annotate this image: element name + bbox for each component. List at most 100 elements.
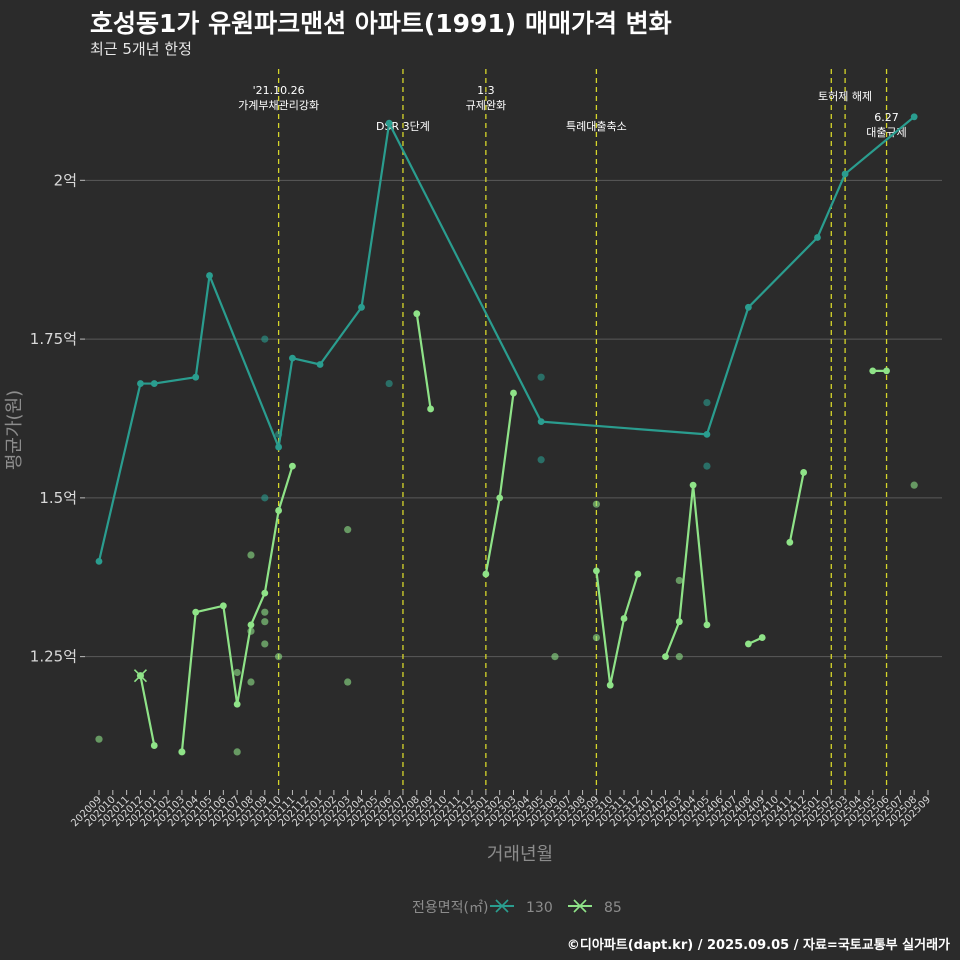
data-point-130 (910, 113, 918, 121)
series-line-130 (97, 115, 916, 563)
scatter-point-130 (275, 430, 283, 438)
series-85 (95, 310, 918, 756)
data-point-85 (883, 367, 890, 375)
data-point-85 (427, 405, 434, 413)
x-axis-title: 거래년월 (487, 844, 553, 865)
legend-label-85: 85 (604, 900, 622, 916)
data-point-130 (206, 272, 213, 279)
chart-title: 호성동1가 유원파크맨션 아파트(1991) 매매가격 변화 (90, 9, 672, 38)
scatter-point-130 (703, 398, 711, 407)
data-point-85 (689, 481, 697, 489)
event-lines (277, 69, 888, 790)
y-tick-label: 1.5억 (39, 489, 77, 507)
series-line-85 (595, 569, 639, 687)
data-point-130 (289, 354, 296, 362)
scatter-point-85 (275, 653, 283, 661)
event-label: 6.27 (874, 111, 899, 124)
data-point-85 (662, 653, 669, 661)
event-label: DSR 3단계 (376, 120, 430, 133)
data-point-130 (275, 443, 283, 451)
scatter-point-85 (233, 668, 241, 677)
scatter-point-130 (537, 456, 545, 464)
legend: 전용면적(㎡) 130 85 (412, 899, 622, 916)
data-point-85 (219, 602, 227, 610)
legend-marker-130 (495, 899, 509, 913)
series-130 (95, 113, 918, 565)
data-point-85 (275, 507, 283, 514)
event-label: 대출규제 (866, 126, 906, 139)
data-point-85 (289, 462, 296, 470)
legend-marker-85 (573, 899, 587, 913)
y-axis-title: 평균가(원) (4, 390, 25, 470)
series-line-85 (139, 674, 156, 747)
event-label: 토허제 해제 (818, 89, 872, 103)
data-point-85 (482, 570, 490, 578)
series-line-85 (484, 391, 515, 576)
data-point-85 (261, 589, 269, 597)
scatter-point-85 (95, 735, 103, 743)
scatter-point-85 (261, 608, 269, 616)
scatter-point-85 (261, 640, 269, 648)
data-point-130 (744, 303, 752, 311)
data-point-85 (413, 310, 421, 318)
series-line-85 (180, 465, 294, 753)
data-point-130 (814, 234, 821, 241)
data-point-130 (192, 373, 200, 381)
data-point-85 (150, 742, 158, 749)
data-point-130 (537, 418, 545, 426)
scatter-point-85 (592, 500, 601, 508)
data-point-85 (233, 700, 241, 708)
data-point-85 (634, 570, 642, 578)
y-tick-label: 2억 (54, 171, 77, 189)
data-point-85 (869, 367, 877, 375)
event-label: 특례대출축소 (566, 120, 627, 133)
scatter-point-85 (261, 618, 269, 626)
series-line-85 (664, 484, 709, 658)
data-point-85 (606, 681, 614, 689)
data-point-85 (247, 621, 255, 629)
scatter-point-130 (261, 335, 269, 343)
scatter-point-85 (592, 633, 601, 642)
data-point-130 (841, 170, 849, 178)
scatter-point-85 (344, 678, 352, 686)
event-label: 가계부채관리강화 (238, 99, 319, 112)
data-point-85 (703, 621, 711, 629)
data-point-85 (675, 618, 683, 626)
series-line-85 (788, 471, 805, 544)
y-tick-label: 1.25억 (30, 648, 77, 666)
data-point-85 (786, 538, 794, 546)
data-point-85 (800, 469, 808, 476)
data-point-130 (385, 119, 393, 127)
event-label: 1.3 (477, 84, 495, 97)
data-point-85 (192, 608, 200, 616)
scatter-point-130 (537, 373, 545, 381)
data-point-85 (510, 389, 517, 397)
data-point-130 (150, 380, 158, 387)
scatter-point-130 (261, 494, 269, 502)
scatter-point-85 (178, 748, 186, 756)
y-axis: 1.25억 1.5억 1.75억 2억 (30, 171, 85, 666)
chart-subtitle: 최근 5개년 한정 (90, 40, 192, 58)
scatter-point-85 (247, 551, 255, 559)
scatter-point-130 (385, 379, 393, 388)
data-point-130 (95, 557, 103, 565)
legend-label-130: 130 (526, 900, 553, 916)
y-tick-label: 1.75억 (30, 330, 77, 348)
series-line-85 (415, 312, 432, 411)
cross-marker (133, 669, 148, 683)
scatter-point-85 (233, 748, 241, 756)
scatter-point-85 (247, 678, 255, 686)
scatter-point-85 (247, 627, 255, 635)
event-label: '21.10.26 (253, 84, 305, 97)
scatter-point-130 (703, 462, 711, 470)
data-point-85 (744, 640, 752, 648)
event-label: 규제완화 (466, 99, 506, 112)
scatter-point-85 (551, 653, 559, 661)
data-point-130 (316, 361, 324, 368)
scatter-point-85 (910, 481, 918, 489)
data-point-85 (758, 634, 766, 641)
source-caption: ©디아파트(dapt.kr) / 2025.09.05 / 자료=국토교통부 실… (566, 938, 950, 953)
scatter-point-85 (675, 653, 683, 661)
